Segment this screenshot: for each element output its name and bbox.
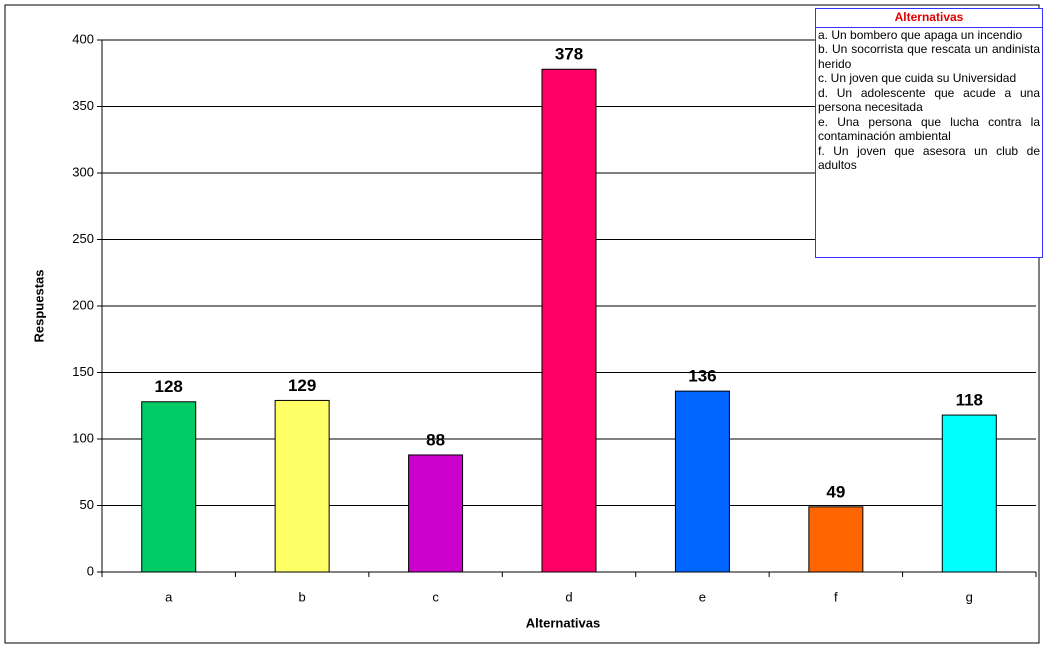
x-tick-label: c — [432, 589, 439, 604]
x-tick-label: f — [834, 589, 838, 604]
bar — [941, 414, 997, 573]
x-tick-label: d — [565, 589, 572, 604]
y-tick-label: 250 — [72, 231, 94, 246]
y-tick-label: 50 — [80, 497, 94, 512]
bar — [408, 454, 464, 573]
x-tick-label: g — [966, 589, 973, 604]
legend-item: f. Un joven que asesora un club de adult… — [818, 143, 1040, 173]
y-tick-label: 300 — [72, 164, 94, 179]
y-tick-label: 400 — [72, 31, 94, 46]
legend-item: b. Un socorrista que rescata un andinist… — [818, 42, 1040, 71]
x-tick-label: e — [699, 589, 706, 604]
legend-box: Alternativas a. Un bombero que apaga un … — [815, 8, 1043, 258]
legend-title: Alternativas — [816, 9, 1042, 28]
y-tick-label: 100 — [72, 430, 94, 445]
value-label: 49 — [826, 482, 845, 501]
bar — [674, 390, 730, 573]
value-label: 129 — [288, 376, 316, 395]
legend-item: e. Una persona que lucha contra la conta… — [818, 114, 1040, 144]
value-label: 118 — [956, 391, 983, 410]
bar — [141, 401, 197, 573]
x-tick-label: a — [165, 589, 173, 604]
value-label: 136 — [688, 367, 716, 386]
value-label: 88 — [426, 430, 445, 449]
legend-item: c. Un joven que cuida su Universidad — [818, 71, 1017, 85]
y-tick-label: 0 — [87, 563, 94, 578]
legend-item: a. Un bombero que apaga un incendio — [818, 27, 1023, 42]
y-tick-label: 150 — [72, 364, 94, 379]
y-tick-label: 200 — [72, 297, 94, 312]
bar — [808, 506, 864, 573]
y-axis-label: Respuestas — [31, 270, 46, 343]
y-tick-label: 350 — [72, 98, 94, 113]
legend-item: d. Un adolescente que acude a una person… — [818, 85, 1040, 115]
value-label: 128 — [155, 377, 183, 396]
value-label: 378 — [555, 45, 583, 64]
x-tick-label: b — [299, 589, 306, 604]
chart-frame — [4, 4, 1040, 644]
x-axis-label: Alternativas — [526, 615, 600, 630]
bar — [274, 399, 330, 573]
bar — [541, 68, 597, 573]
